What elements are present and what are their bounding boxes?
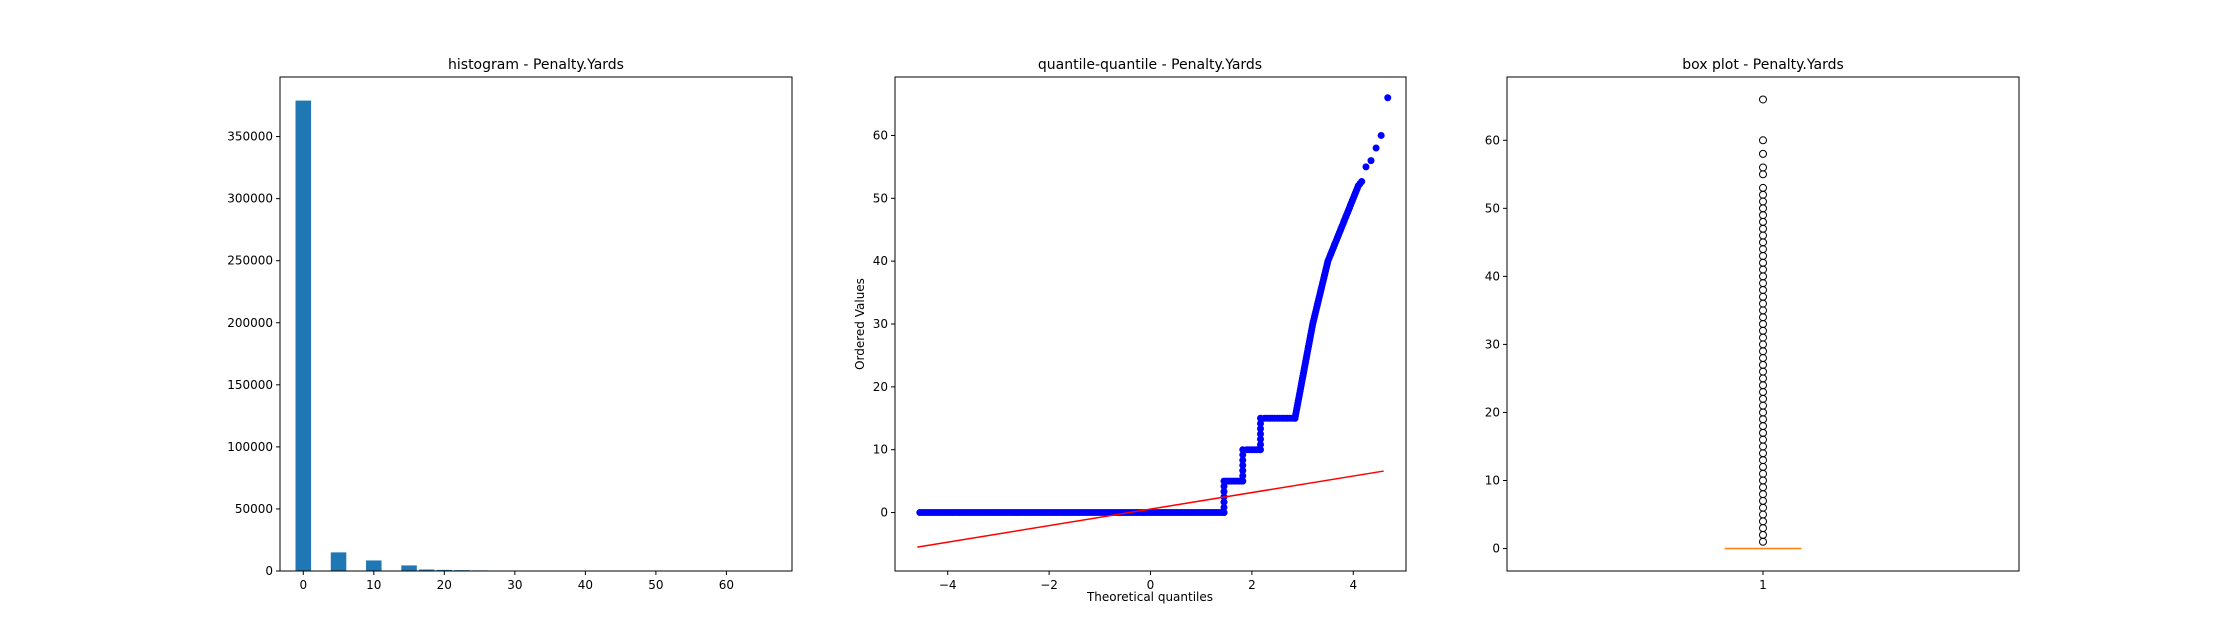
- qq-point: [1257, 435, 1265, 443]
- histogram-panel: 0 10 20 30 40 50 60 0 50000 100000 150000 200000 25…: [227, 57, 793, 592]
- qq-point: [1220, 509, 1228, 517]
- qq-point: [1220, 482, 1228, 490]
- x-tick-label: 10: [366, 578, 381, 592]
- boxplot-panel: 1 0 10 20 30 40 50 60 box plot - Penalty.Yards: [1485, 57, 2020, 592]
- y-tick-label: 20: [1485, 405, 1500, 419]
- x-tick-label: 1: [1759, 578, 1767, 592]
- boxplot-outlier: [1759, 163, 1767, 172]
- qq-point: [1220, 477, 1228, 485]
- histogram-bar: [401, 565, 417, 571]
- y-tick-label: 150000: [227, 378, 273, 392]
- histogram-axes-frame: [279, 76, 793, 572]
- boxplot-outliers: [1759, 95, 1767, 546]
- y-tick-label: 10: [1485, 474, 1500, 488]
- qq-panel: −4 −2 0 2 4 0 10 20 30 40 50 60 quantile-quantile …: [853, 57, 1407, 604]
- histogram-bar: [418, 569, 435, 571]
- qq-point: [1384, 94, 1392, 102]
- x-tick-label: 40: [578, 578, 593, 592]
- x-tick-label: −2: [1040, 578, 1058, 592]
- qq-point: [1367, 157, 1375, 165]
- histogram-x-ticks: 0 10 20 30 40 50 60: [299, 571, 734, 592]
- qq-point: [1239, 456, 1247, 464]
- y-tick-label: 60: [873, 128, 888, 142]
- y-tick-label: 0: [1492, 542, 1500, 556]
- y-tick-label: 40: [1485, 269, 1500, 283]
- boxplot-title: box plot - Penalty.Yards: [1682, 57, 1844, 73]
- histogram-bar: [295, 100, 312, 571]
- histogram-y-ticks: 0 50000 100000 150000 200000 250000 300000 3500…: [227, 130, 280, 578]
- qq-point: [1220, 498, 1228, 506]
- x-tick-label: 60: [719, 578, 734, 592]
- x-tick-label: −4: [939, 578, 957, 592]
- y-tick-label: 350000: [227, 130, 273, 144]
- qq-point: [1220, 503, 1228, 511]
- y-tick-label: 0: [880, 506, 888, 520]
- qq-point: [1239, 451, 1247, 459]
- qq-point: [1257, 425, 1265, 433]
- histogram-bar: [436, 569, 453, 571]
- qq-point: [1239, 472, 1247, 480]
- y-tick-label: 200000: [227, 316, 273, 330]
- qq-point: [916, 509, 924, 517]
- y-tick-label: 30: [873, 317, 888, 331]
- qq-point: [1257, 430, 1265, 438]
- x-tick-label: 20: [437, 578, 452, 592]
- y-tick-label: 40: [873, 254, 888, 268]
- y-tick-label: 100000: [227, 440, 273, 454]
- boxplot-y-ticks: 0 10 20 30 40 50 60: [1485, 133, 1507, 556]
- y-tick-label: 50: [1485, 201, 1500, 215]
- y-tick-label: 20: [873, 380, 888, 394]
- histogram-bar: [330, 552, 347, 571]
- histogram-title: histogram - Penalty.Yards: [448, 57, 624, 73]
- boxplot-outlier: [1759, 183, 1767, 192]
- boxplot-outlier: [1759, 136, 1767, 145]
- qq-point: [1257, 440, 1265, 448]
- y-tick-label: 50: [873, 191, 888, 205]
- qq-point: [1239, 446, 1247, 454]
- boxplot-outlier: [1759, 95, 1767, 104]
- x-tick-label: 0: [1147, 578, 1155, 592]
- y-tick-label: 30: [1485, 337, 1500, 351]
- qq-points: [916, 94, 1392, 517]
- qq-point: [1239, 467, 1247, 475]
- qq-point: [1358, 178, 1366, 186]
- qq-point: [1257, 446, 1265, 454]
- y-tick-label: 10: [873, 443, 888, 457]
- y-tick-label: 250000: [227, 254, 273, 268]
- qq-point: [1239, 461, 1247, 469]
- qq-y-axis-label: Ordered Values: [853, 278, 867, 370]
- qq-fit-line: [917, 470, 1384, 548]
- histogram-bar: [366, 560, 382, 571]
- qq-point: [1362, 163, 1370, 171]
- x-tick-label: 50: [648, 578, 663, 592]
- qq-point: [1257, 414, 1265, 422]
- qq-x-axis-label: Theoretical quantiles: [1086, 590, 1213, 604]
- qq-point: [1239, 477, 1247, 485]
- x-tick-label: 4: [1349, 578, 1357, 592]
- qq-point: [1372, 144, 1380, 152]
- x-tick-label: 30: [507, 578, 522, 592]
- qq-point: [1220, 488, 1228, 496]
- qq-point: [1377, 131, 1385, 139]
- y-tick-label: 50000: [235, 502, 273, 516]
- x-tick-label: 2: [1248, 578, 1256, 592]
- y-tick-label: 60: [1485, 133, 1500, 147]
- qq-title: quantile-quantile - Penalty.Yards: [1038, 57, 1262, 73]
- qq-point: [1257, 420, 1265, 428]
- x-tick-label: 0: [299, 578, 307, 592]
- boxplot-outlier: [1759, 149, 1767, 158]
- y-tick-label: 300000: [227, 192, 273, 206]
- boxplot-x-ticks: 1: [1759, 571, 1767, 592]
- qq-x-ticks: −4 −2 0 2 4: [939, 571, 1357, 592]
- qq-y-ticks: 0 10 20 30 40 50 60: [873, 128, 895, 520]
- y-tick-label: 0: [265, 564, 273, 578]
